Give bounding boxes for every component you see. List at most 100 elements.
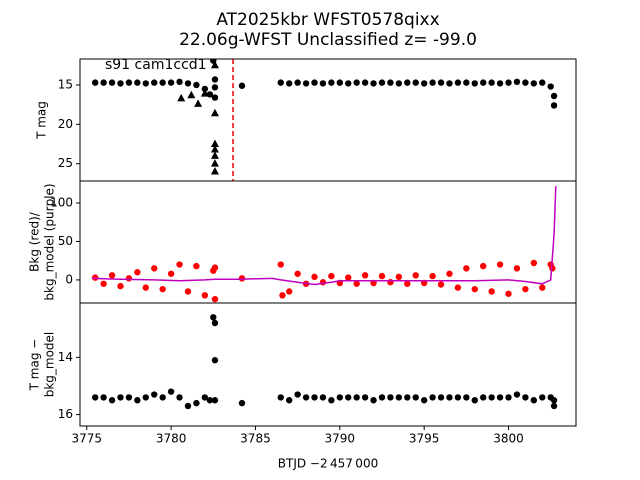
- data-point: [201, 292, 209, 299]
- data-point: [151, 391, 158, 398]
- x-tick-label: 3800: [493, 432, 524, 446]
- triangle-point: [210, 60, 219, 69]
- y-tick-label: 20: [58, 117, 73, 131]
- data-point: [353, 280, 360, 287]
- data-point: [117, 282, 124, 290]
- data-point: [378, 394, 386, 401]
- data-point: [100, 280, 107, 287]
- data-point: [184, 402, 192, 410]
- data-point: [211, 295, 219, 303]
- data-point: [277, 261, 284, 268]
- data-point: [404, 280, 411, 287]
- data-point: [463, 79, 470, 86]
- plot-area: [91, 314, 558, 410]
- data-point: [211, 397, 219, 404]
- data-point: [395, 80, 403, 87]
- data-point: [206, 397, 214, 404]
- data-point: [285, 80, 293, 87]
- axes-frame: [79, 302, 577, 427]
- data-point: [311, 394, 318, 401]
- data-point: [302, 80, 310, 87]
- data-point: [285, 397, 293, 404]
- axes-frame: [79, 180, 577, 304]
- data-point: [328, 272, 335, 280]
- data-point: [142, 80, 149, 87]
- data-point: [454, 284, 462, 291]
- data-point: [336, 394, 344, 401]
- data-point: [211, 76, 219, 83]
- data-point: [285, 288, 293, 295]
- data-point: [151, 79, 158, 86]
- data-point: [277, 79, 284, 86]
- data-point: [176, 261, 183, 268]
- data-point: [550, 102, 558, 109]
- data-point: [550, 402, 558, 410]
- data-point: [125, 394, 133, 401]
- data-point: [420, 80, 428, 87]
- data-point: [91, 274, 99, 281]
- data-point: [345, 274, 352, 281]
- data-point: [463, 265, 470, 272]
- data-point: [496, 80, 504, 87]
- data-point: [108, 79, 116, 86]
- data-point: [159, 79, 166, 86]
- x-tick-label: 3785: [240, 432, 271, 446]
- data-point: [471, 285, 478, 293]
- y-axis-label: bkg_model (purple): [43, 183, 57, 300]
- data-point: [211, 319, 219, 327]
- data-point: [211, 264, 219, 271]
- data-point: [211, 84, 219, 91]
- data-point: [522, 285, 529, 293]
- data-point: [125, 79, 133, 86]
- x-tick-label: 3780: [156, 432, 187, 446]
- y-tick-label: 100: [50, 196, 73, 210]
- triangle-point: [210, 159, 219, 167]
- data-point: [193, 262, 200, 270]
- data-point: [117, 394, 124, 401]
- y-tick-label: 15: [58, 77, 73, 91]
- data-point: [505, 290, 512, 297]
- data-point: [211, 357, 219, 364]
- data-point: [201, 85, 209, 93]
- data-point: [193, 81, 200, 89]
- data-point: [429, 394, 436, 401]
- data-point: [100, 79, 107, 86]
- data-point: [176, 394, 183, 401]
- data-point: [480, 262, 487, 270]
- triangle-point: [210, 145, 219, 153]
- data-point: [108, 397, 116, 404]
- data-point: [437, 394, 445, 401]
- data-point: [522, 79, 529, 86]
- data-point: [345, 394, 352, 401]
- data-point: [404, 79, 411, 86]
- data-point: [134, 79, 141, 86]
- chart-title: AT2025kbr WFST0578qixx: [216, 10, 439, 30]
- triangle-point: [187, 90, 196, 99]
- data-point: [134, 397, 141, 404]
- plot-area: [91, 186, 557, 303]
- data-point: [446, 80, 453, 87]
- model-line: [91, 186, 557, 286]
- data-point: [210, 314, 217, 321]
- data-point: [547, 83, 554, 90]
- data-point: [336, 79, 344, 86]
- data-point: [539, 394, 546, 401]
- data-point: [125, 275, 133, 282]
- data-point: [361, 394, 369, 401]
- data-point: [279, 292, 286, 299]
- data-point: [328, 79, 335, 86]
- data-point: [513, 265, 521, 272]
- y-tick-label: 0: [65, 272, 73, 286]
- data-point: [370, 397, 377, 404]
- data-point: [361, 272, 369, 279]
- data-point: [142, 394, 149, 401]
- y-axis-label: Bkg (red)/: [28, 211, 42, 272]
- data-point: [496, 394, 504, 401]
- data-point: [463, 394, 470, 401]
- data-point: [480, 394, 487, 401]
- data-point: [345, 80, 352, 87]
- x-tick-label: 3790: [325, 432, 356, 446]
- data-point: [387, 394, 394, 401]
- data-point: [201, 394, 209, 401]
- data-point: [446, 394, 453, 401]
